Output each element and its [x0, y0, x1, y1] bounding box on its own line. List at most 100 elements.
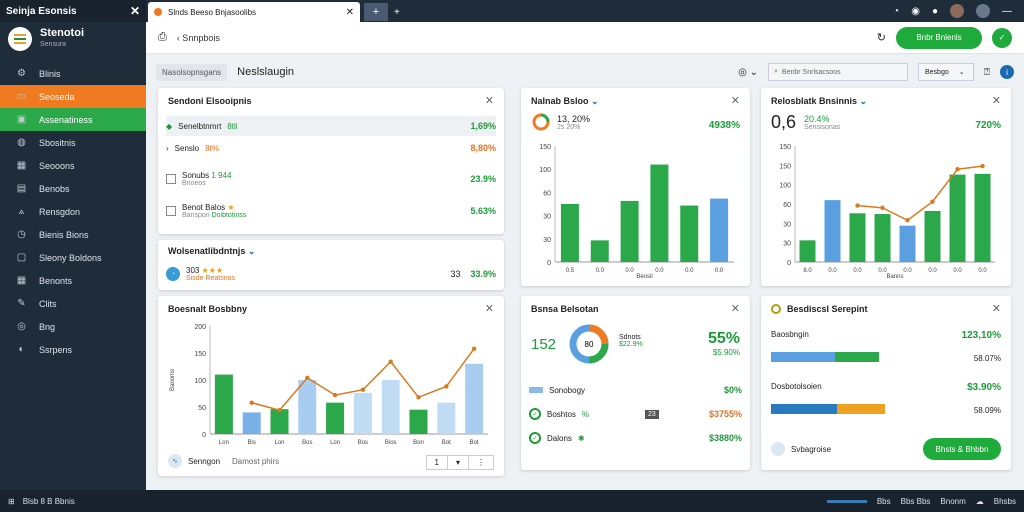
- check-circle-icon: ✓: [529, 408, 541, 420]
- chart-footer: ∿ Senngon Damost phirs: [168, 454, 279, 468]
- kpi-row: 0,6 20.4% Sensisonas: [771, 112, 840, 133]
- print-icon[interactable]: ⎙: [158, 31, 167, 43]
- sidebar-item[interactable]: ▢ Sleony Boldons: [0, 246, 146, 269]
- close-icon[interactable]: ✕: [730, 95, 740, 107]
- windows-icon[interactable]: ⊞: [8, 496, 15, 506]
- chart-bar: [270, 409, 289, 434]
- sidebar-item[interactable]: ▦ Benonts: [0, 269, 146, 292]
- chart-icon: ⟑: [18, 206, 25, 217]
- sidebar-item-label: Benonts: [39, 275, 73, 286]
- settings-icon[interactable]: ◉: [911, 5, 920, 17]
- pen-icon: ✎: [17, 298, 26, 309]
- tab-arrow-icon[interactable]: +: [394, 7, 400, 18]
- line-point: [277, 408, 282, 413]
- search-placeholder: Benbr Snrlsacsoos: [781, 68, 841, 76]
- taskbar-item[interactable]: Bbs Bbs: [900, 496, 931, 506]
- close-icon[interactable]: ✕: [129, 4, 140, 18]
- info-icon[interactable]: i: [1000, 65, 1014, 79]
- list-item[interactable]: ✓ Dalons ✱ $3880%: [529, 428, 742, 448]
- rating-row[interactable]: ◔ 303 ★★★ Sisde Reatsnos 33 33.9%: [166, 262, 496, 286]
- pager-next-icon[interactable]: ▾: [448, 456, 469, 469]
- sidebar-item[interactable]: ◍ Sbositnis: [0, 131, 146, 154]
- taskbar-item[interactable]: Bhsbs: [993, 496, 1016, 506]
- window-controls: ◔ ◉ ● —: [893, 0, 1024, 22]
- x-tick-label: 8.0: [803, 268, 812, 274]
- list-item[interactable]: Benot Balos ★ Banspon Doibtotinss 5.63%: [166, 198, 496, 224]
- briefcase-icon: ▭: [16, 91, 27, 102]
- pct-sub: $5.90%: [712, 348, 740, 357]
- favicon-icon: [154, 8, 162, 16]
- x-tick-label: 0.0: [878, 268, 887, 274]
- breadcrumb[interactable]: Nasolsopnsgans: [156, 63, 228, 81]
- close-icon[interactable]: ✕: [730, 303, 740, 315]
- sidebar-item[interactable]: ▦ Seooons: [0, 154, 146, 177]
- pager[interactable]: 1 ▾ ⋮: [425, 455, 494, 470]
- sidebar-item[interactable]: ⟑ Rensgdon: [0, 200, 146, 223]
- check-icon: ▣: [16, 114, 27, 125]
- taskbar-item[interactable]: Bbs: [876, 496, 891, 506]
- row-tag: 1 944: [211, 171, 232, 180]
- close-icon[interactable]: ✕: [484, 303, 494, 315]
- cloud-icon[interactable]: ☁: [975, 496, 984, 506]
- brand-subtitle: Sensura: [40, 41, 67, 48]
- sidebar-item[interactable]: ◐ Ssrpens: [0, 338, 146, 361]
- bell-icon[interactable]: ◔: [893, 5, 900, 17]
- avatar[interactable]: [950, 4, 964, 18]
- line-point: [471, 346, 477, 351]
- sort-select[interactable]: Besbgo ⌄: [918, 63, 974, 81]
- y-tick-label: 150: [779, 163, 791, 170]
- progress-bar-blue: [771, 352, 835, 362]
- x-tick-label: 0.0: [953, 268, 962, 274]
- refresh-icon[interactable]: ↻: [876, 32, 886, 44]
- list-item[interactable]: ✓ Boshtos % 23 $3755%: [529, 404, 742, 424]
- search-input[interactable]: ⌕ Benbr Snrlsacsoos: [768, 63, 908, 81]
- chart-bar: [949, 174, 966, 262]
- close-icon[interactable]: ✕: [991, 303, 1001, 315]
- list-item[interactable]: Sonobogy $0%: [529, 380, 742, 400]
- sidebar-item[interactable]: ◎ Bng: [0, 315, 146, 338]
- help-icon[interactable]: ⍰: [984, 66, 990, 78]
- x-tick-label: 0.0: [853, 268, 862, 274]
- avatar-2[interactable]: [976, 4, 990, 18]
- x-tick-label: Lon: [219, 440, 229, 446]
- page-url[interactable]: ‹ Snnpbois: [176, 32, 220, 43]
- taskbar-item[interactable]: Bnonm: [940, 496, 966, 506]
- minimize-icon[interactable]: —: [1002, 5, 1012, 17]
- row-subtitle: Bnoeos: [182, 180, 206, 187]
- taskbar: ⊞ Blsb 8 B Bbnis Bbs Bbs Bbs Bnonm ☁ Bhs…: [0, 490, 1024, 512]
- rating-card: Wolsenatlibdntnjs ⌄ ◔ 303 ★★★ Sisde Reat…: [158, 240, 504, 290]
- close-icon[interactable]: ✕: [484, 95, 494, 107]
- tab-close-icon[interactable]: ✕: [345, 6, 354, 18]
- sidebar-item-label: Sleony Boldons: [39, 252, 102, 263]
- list-item[interactable]: Sonubs 1 944 Bnoeos 23.9%: [166, 166, 496, 192]
- sidebar-item[interactable]: ▤ Benobs: [0, 177, 146, 200]
- list-item[interactable]: ◆ Senelbtnmrt 8tli 1,69%: [166, 116, 496, 136]
- confirm-icon[interactable]: ✓: [992, 27, 1012, 48]
- row-checkbox[interactable]: [166, 174, 176, 184]
- primary-action-button[interactable]: Bnbr Bnlenls: [896, 26, 982, 49]
- trend-chart-card: Boesnalt Bosbbny ✕ 0 50 100 150 200 Lon Bis Lon…: [158, 296, 504, 476]
- report-action-button[interactable]: Bhsts & Bhbbn: [923, 438, 1001, 460]
- filter-icon[interactable]: ◎ ⌄: [738, 66, 758, 78]
- line-point: [388, 359, 393, 364]
- card-title: Relosblatk Bnsinnis ⌄: [771, 96, 868, 106]
- sidebar-item[interactable]: ▣ Assenatiness: [0, 108, 146, 131]
- new-tab-button[interactable]: +: [364, 3, 388, 21]
- sidebar-item[interactable]: ◷ Bienis Bions: [0, 223, 146, 246]
- notification-icon[interactable]: ●: [931, 5, 938, 17]
- close-icon[interactable]: ✕: [991, 95, 1001, 107]
- list-item[interactable]: › Senslo 8t% 8,80%: [166, 138, 496, 158]
- calendar-icon: ▤: [16, 183, 27, 194]
- pager-page[interactable]: 1: [427, 456, 448, 469]
- pager-more-icon[interactable]: ⋮: [477, 458, 485, 467]
- card-title: Wolsenatlibdntnjs ⌄: [168, 246, 256, 256]
- sidebar-nav: ⚙ Blinis ▭ Seoseda ▣ Assenatiness ◍ Sbositnis ▦ S…: [0, 62, 146, 361]
- row-checkbox[interactable]: [166, 206, 176, 216]
- browser-tab[interactable]: Slnds Beeso Bnjasoolibs ✕: [148, 2, 360, 22]
- sidebar-item[interactable]: ⚙ Blinis: [0, 62, 146, 85]
- sidebar-item[interactable]: ▭ Seoseda: [0, 85, 146, 108]
- sidebar-item[interactable]: ✎ Clits: [0, 292, 146, 315]
- line-point: [360, 387, 366, 392]
- chart-bar: [214, 374, 233, 434]
- row-label: Boshtos: [547, 409, 576, 419]
